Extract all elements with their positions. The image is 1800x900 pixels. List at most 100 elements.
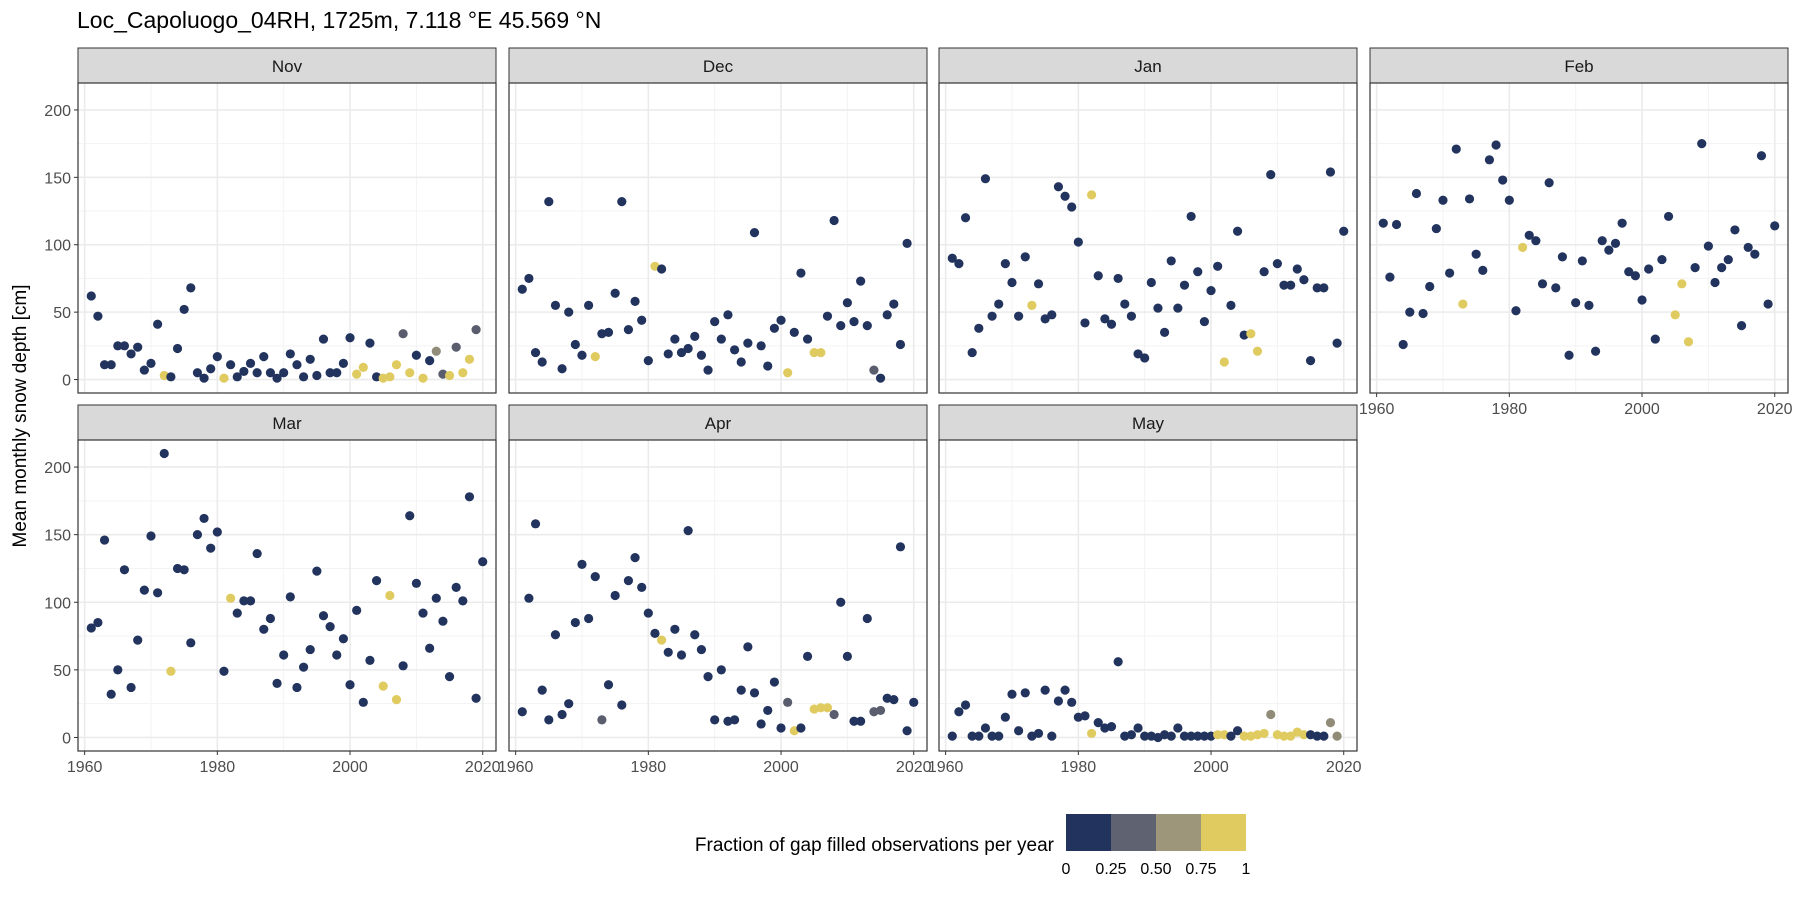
data-point — [610, 288, 620, 298]
data-point — [226, 593, 236, 603]
data-point — [1193, 731, 1203, 741]
data-point — [1087, 190, 1097, 200]
x-tick-label: 2020 — [896, 759, 932, 776]
data-point — [298, 372, 309, 382]
data-point — [1226, 731, 1236, 741]
data-point — [517, 284, 527, 294]
legend-tick-label: 0.50 — [1140, 861, 1171, 878]
data-point — [1657, 254, 1667, 265]
data-point — [1319, 731, 1329, 741]
data-point — [769, 677, 779, 687]
data-point — [683, 525, 693, 536]
data-point — [1047, 731, 1057, 741]
data-point — [391, 695, 402, 705]
data-point — [1000, 259, 1010, 269]
data-point — [862, 613, 872, 624]
data-point — [1332, 338, 1342, 348]
data-point — [856, 716, 866, 726]
data-point — [232, 608, 242, 618]
facet-strip-label: Jan — [1134, 57, 1161, 76]
data-point — [947, 731, 957, 741]
data-point — [1717, 263, 1727, 273]
data-point — [113, 341, 123, 351]
data-point — [1040, 314, 1050, 324]
data-point — [1266, 709, 1276, 720]
data-point — [1299, 730, 1309, 740]
data-point — [1544, 178, 1554, 188]
data-point — [1484, 155, 1495, 165]
facet-strip — [508, 404, 928, 441]
data-point — [106, 360, 116, 370]
facet-strip — [938, 404, 1358, 441]
data-point — [199, 373, 209, 383]
data-point — [425, 356, 435, 366]
data-point — [1319, 283, 1329, 293]
data-point — [570, 617, 580, 628]
data-point — [756, 341, 766, 351]
data-point — [1199, 731, 1209, 741]
data-point — [464, 492, 475, 502]
x-tick-label: 2020 — [1757, 401, 1793, 418]
data-point — [564, 699, 574, 709]
data-point — [1033, 728, 1044, 739]
data-point — [318, 611, 329, 621]
data-point — [1617, 218, 1627, 228]
data-point — [1418, 308, 1428, 319]
data-point — [126, 349, 136, 359]
data-point — [1060, 685, 1070, 695]
data-point — [1524, 230, 1534, 240]
data-point — [670, 624, 680, 634]
y-tick-label: 0 — [62, 730, 71, 747]
data-point — [544, 715, 554, 725]
data-point — [1279, 280, 1289, 290]
data-point — [1292, 264, 1302, 274]
data-point — [86, 623, 96, 633]
data-point — [352, 605, 362, 615]
data-point — [1305, 356, 1316, 366]
data-point — [1650, 334, 1660, 344]
data-point — [179, 304, 189, 315]
data-point — [703, 672, 713, 682]
data-point — [166, 372, 176, 382]
data-point — [617, 700, 627, 710]
data-point — [86, 291, 96, 301]
data-point — [358, 697, 368, 707]
data-point — [1571, 298, 1581, 308]
data-point — [637, 315, 647, 325]
data-point — [980, 723, 991, 733]
data-point — [265, 368, 276, 378]
data-point — [796, 723, 806, 733]
data-point — [312, 370, 322, 381]
data-point — [1067, 697, 1077, 707]
data-point — [206, 543, 216, 553]
data-point — [431, 346, 441, 356]
data-point — [1179, 731, 1190, 741]
data-point — [219, 666, 229, 676]
data-point — [1299, 275, 1309, 285]
panel-apr: Apr 1960 1980 2000 2020 — [498, 404, 932, 776]
data-point — [954, 707, 964, 717]
data-point — [1213, 730, 1223, 740]
data-point — [186, 638, 196, 648]
data-point — [365, 338, 375, 348]
data-point — [1736, 321, 1747, 331]
data-point — [1020, 252, 1030, 262]
data-point — [245, 358, 256, 368]
data-point — [93, 617, 103, 628]
data-point — [458, 368, 468, 378]
data-point — [650, 628, 660, 638]
data-point — [478, 557, 488, 567]
data-point — [312, 566, 322, 576]
y-tick-label: 150 — [44, 170, 71, 187]
data-point — [603, 680, 614, 690]
data-point — [809, 347, 819, 358]
panel-dec: Dec — [508, 47, 928, 394]
data-point — [1007, 277, 1017, 288]
data-point — [245, 596, 256, 606]
data-point — [1498, 175, 1508, 185]
data-point — [657, 635, 667, 645]
data-point — [431, 593, 441, 603]
data-point — [1246, 329, 1256, 339]
data-point — [1080, 711, 1090, 721]
data-point — [1226, 300, 1236, 310]
